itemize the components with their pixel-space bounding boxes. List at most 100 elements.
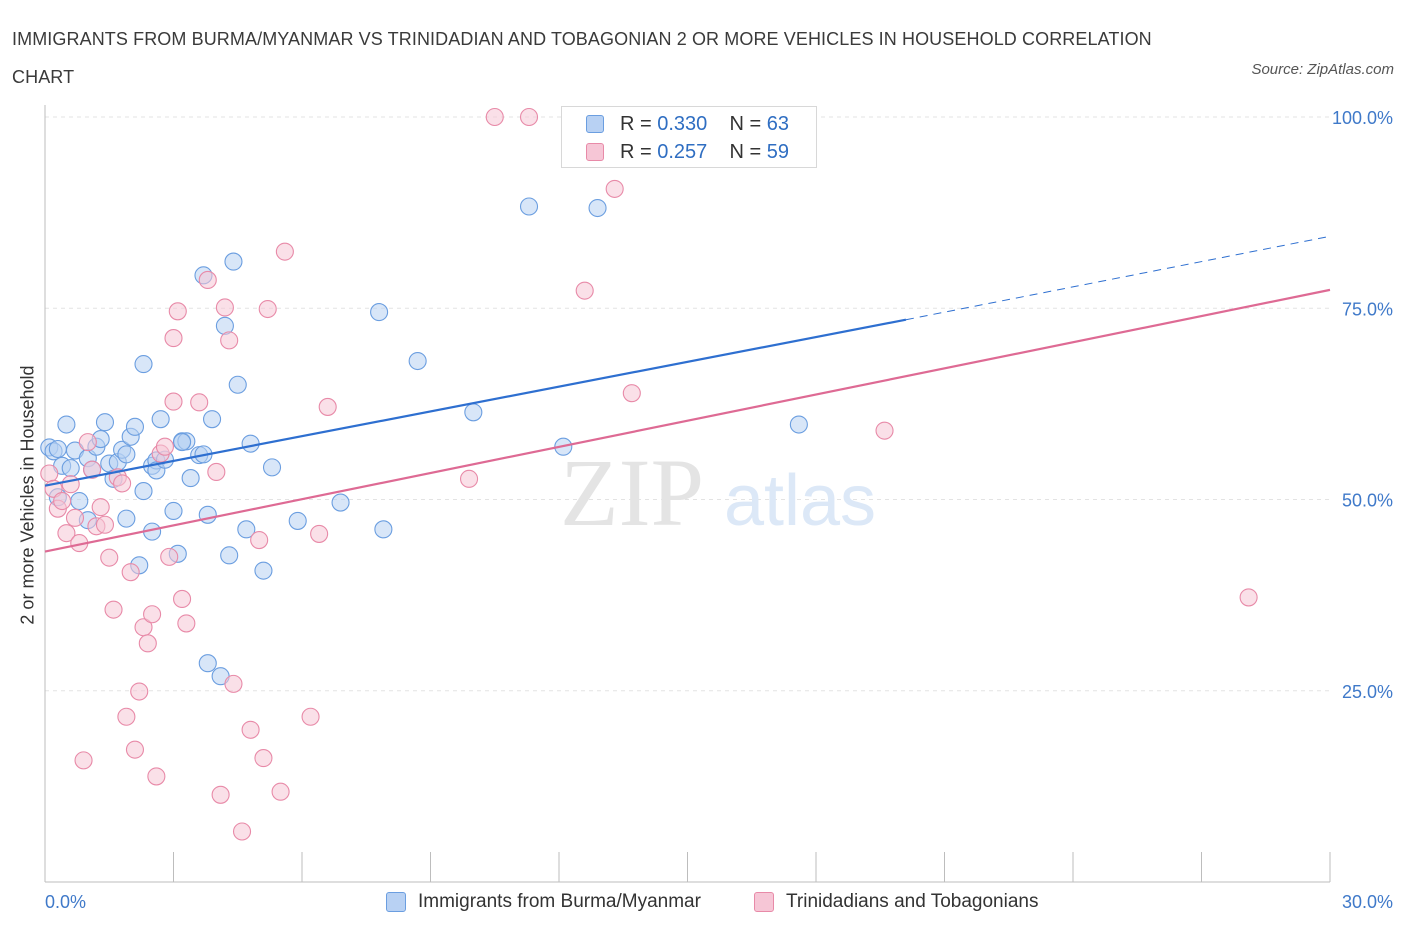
- legend-r-value: 0.330: [657, 113, 708, 135]
- watermark-atlas: atlas: [724, 461, 876, 541]
- point-trinidad: [275, 242, 294, 261]
- point-trinidad: [143, 605, 162, 624]
- point-burma: [224, 252, 243, 271]
- point-burma: [237, 520, 256, 539]
- point-burma: [198, 505, 217, 524]
- point-burma: [48, 439, 67, 459]
- point-trinidad: [485, 107, 504, 127]
- point-trinidad: [164, 329, 183, 348]
- point-burma: [70, 491, 89, 511]
- point-trinidad: [258, 299, 277, 319]
- point-trinidad: [177, 614, 196, 633]
- point-burma: [228, 375, 247, 394]
- point-trinidad: [254, 749, 273, 768]
- point-burma: [164, 501, 183, 521]
- point-burma: [588, 198, 607, 218]
- correlation-legend: R = 0.330 N = 63 R = 0.257 N = 59: [561, 106, 817, 168]
- point-trinidad: [875, 421, 894, 440]
- point-burma: [254, 561, 273, 580]
- point-trinidad: [605, 179, 624, 198]
- grid-lines: [45, 116, 1330, 692]
- point-trinidad: [310, 524, 329, 543]
- point-trinidad: [459, 469, 479, 488]
- point-trinidad: [622, 384, 641, 403]
- point-trinidad: [147, 767, 166, 786]
- bottom-legend-swatch-burma: [386, 892, 406, 912]
- y-tick-label: 50.0%: [1342, 491, 1393, 511]
- point-trinidad: [78, 433, 97, 452]
- point-trinidad: [117, 707, 136, 726]
- legend-text-trinidad: R = 0.257 N = 59: [620, 141, 789, 164]
- point-burma: [241, 434, 260, 453]
- point-burma: [61, 459, 80, 478]
- point-trinidad: [220, 331, 239, 350]
- point-trinidad: [113, 474, 132, 493]
- point-trinidad: [155, 437, 174, 456]
- point-burma: [789, 415, 808, 434]
- point-trinidad: [519, 107, 539, 127]
- chart-source: Source: ZipAtlas.com: [1251, 61, 1394, 78]
- point-trinidad: [575, 281, 594, 300]
- series-trinidad-points: [40, 107, 1258, 841]
- point-trinidad: [211, 785, 230, 804]
- point-burma: [519, 197, 539, 216]
- point-trinidad: [95, 515, 115, 534]
- point-burma: [331, 493, 350, 512]
- legend-swatch-trinidad: [586, 143, 604, 161]
- point-burma: [117, 509, 136, 528]
- point-trinidad: [104, 600, 123, 619]
- legend-n-label: N =: [729, 141, 762, 163]
- point-trinidad: [57, 524, 76, 543]
- point-burma: [173, 433, 192, 452]
- point-trinidad: [61, 475, 80, 494]
- legend-n-value: 63: [766, 113, 790, 135]
- point-burma: [288, 511, 307, 530]
- point-trinidad: [173, 589, 192, 609]
- point-trinidad: [207, 462, 226, 482]
- point-trinidad: [318, 397, 337, 416]
- y-tick-label: 100.0%: [1332, 108, 1393, 128]
- point-burma: [134, 482, 153, 501]
- trend-line-burma: [44, 318, 907, 487]
- point-burma: [125, 417, 144, 436]
- legend-r-label: R =: [620, 141, 652, 163]
- point-trinidad: [138, 634, 157, 653]
- trend-line-trinidad: [44, 288, 1331, 553]
- y-tick-label: 25.0%: [1342, 682, 1393, 702]
- point-trinidad: [74, 751, 93, 770]
- bottom-legend-swatch-trinidad: [754, 892, 774, 912]
- point-trinidad: [215, 298, 234, 317]
- point-trinidad: [271, 782, 290, 801]
- point-trinidad: [53, 491, 72, 511]
- point-trinidad: [83, 460, 102, 479]
- point-trinidad: [232, 822, 252, 841]
- point-burma: [203, 410, 222, 429]
- axes: [44, 105, 1331, 883]
- point-trinidad: [301, 707, 320, 726]
- point-burma: [464, 403, 483, 422]
- chart-title: IMMIGRANTS FROM BURMA/MYANMAR VS TRINIDA…: [12, 29, 1152, 87]
- point-trinidad: [160, 547, 179, 566]
- legend-swatch-burma: [586, 115, 604, 133]
- point-trinidad: [100, 548, 119, 567]
- point-burma: [408, 351, 427, 371]
- point-trinidad: [190, 393, 209, 412]
- point-burma: [370, 303, 389, 322]
- point-trinidad: [121, 563, 140, 582]
- x-tick-label: 0.0%: [45, 892, 86, 912]
- point-trinidad: [198, 270, 217, 289]
- legend-n-value: 59: [766, 141, 790, 163]
- point-burma: [262, 458, 282, 477]
- point-trinidad: [40, 464, 59, 483]
- tick-labels: 25.0% 50.0% 75.0% 100.0% 0.0% 30.0%: [45, 108, 1393, 912]
- point-trinidad: [224, 674, 243, 693]
- point-burma: [117, 445, 136, 464]
- trend-line-burma-extension: [905, 236, 1327, 321]
- point-burma: [198, 654, 217, 673]
- x-tick-label: 30.0%: [1342, 892, 1393, 912]
- point-trinidad: [65, 508, 85, 527]
- point-burma: [374, 520, 393, 539]
- point-trinidad: [164, 392, 183, 411]
- point-trinidad: [91, 498, 110, 517]
